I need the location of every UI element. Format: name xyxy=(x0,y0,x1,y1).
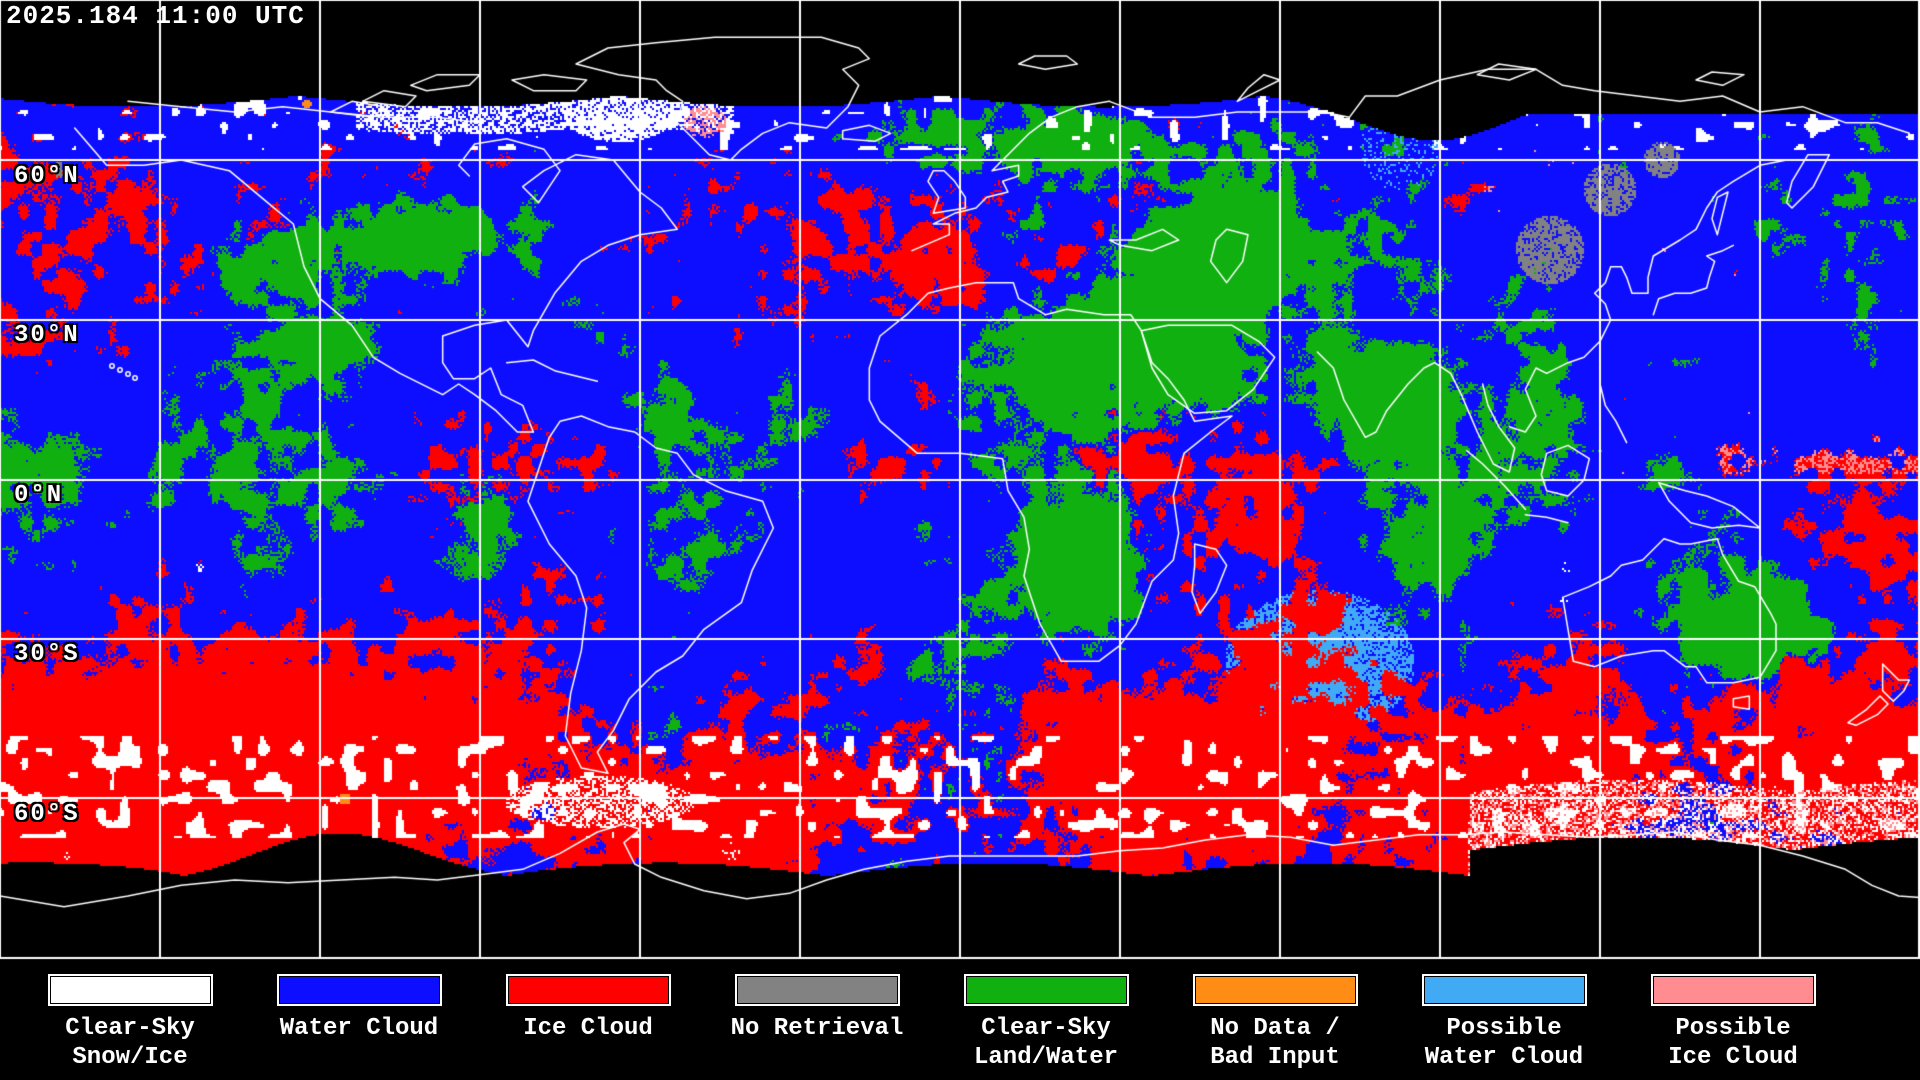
legend-label-line1: Ice Cloud xyxy=(523,1015,653,1042)
legend-item-clear-sky-land-water: Clear-Sky Land/Water xyxy=(931,974,1161,1072)
legend: Clear-Sky Snow/Ice Water Cloud Ice Cloud No … xyxy=(0,960,1920,1080)
legend-label-line1: Possible xyxy=(1446,1015,1562,1042)
legend-item-no-data-bad-input: No Data / Bad Input xyxy=(1160,974,1390,1072)
legend-swatch-possible-water-cloud xyxy=(1421,974,1587,1006)
timestamp-label: 2025.184 11:00 UTC xyxy=(6,1,305,31)
legend-swatch-possible-ice-cloud xyxy=(1650,974,1816,1006)
legend-swatch-no-retrieval xyxy=(734,974,900,1006)
legend-item-possible-ice-cloud: Possible Ice Cloud xyxy=(1618,974,1848,1072)
legend-label-line2: Water Cloud xyxy=(1424,1044,1584,1071)
legend-label-line1: Clear-Sky xyxy=(65,1015,195,1042)
latitude-label-0n: 0°N xyxy=(14,482,64,509)
legend-label-line1: Water Cloud xyxy=(279,1015,439,1042)
legend-item-water-cloud: Water Cloud xyxy=(244,974,474,1043)
legend-label-line2: Ice Cloud xyxy=(1668,1044,1798,1071)
legend-label-line1: Clear-Sky xyxy=(981,1015,1111,1042)
latitude-label-60s: 60°S xyxy=(14,801,80,828)
legend-swatch-water-cloud xyxy=(276,974,442,1006)
legend-label-line2: Snow/Ice xyxy=(72,1044,188,1071)
legend-label-line1: No Data / xyxy=(1210,1015,1340,1042)
legend-swatch-clear-sky-snow-ice xyxy=(47,974,213,1006)
legend-label-line1: Possible xyxy=(1675,1015,1791,1042)
legend-swatch-no-data-bad-input xyxy=(1192,974,1358,1006)
legend-label-line2: Land/Water xyxy=(973,1044,1119,1071)
latitude-label-60n: 60°N xyxy=(14,163,80,190)
legend-item-possible-water-cloud: Possible Water Cloud xyxy=(1389,974,1619,1072)
legend-item-no-retrieval: No Retrieval xyxy=(702,974,932,1043)
legend-item-ice-cloud: Ice Cloud xyxy=(473,974,703,1043)
legend-item-clear-sky-snow-ice: Clear-Sky Snow/Ice xyxy=(15,974,245,1072)
legend-label-line2: Bad Input xyxy=(1210,1044,1340,1071)
world-cloud-mask-map-canvas xyxy=(0,0,1920,961)
legend-swatch-clear-sky-land-water xyxy=(963,974,1129,1006)
latitude-label-30s: 30°S xyxy=(14,641,80,668)
latitude-label-30n: 30°N xyxy=(14,322,80,349)
legend-label-line1: No Retrieval xyxy=(730,1015,904,1042)
legend-swatch-ice-cloud xyxy=(505,974,671,1006)
